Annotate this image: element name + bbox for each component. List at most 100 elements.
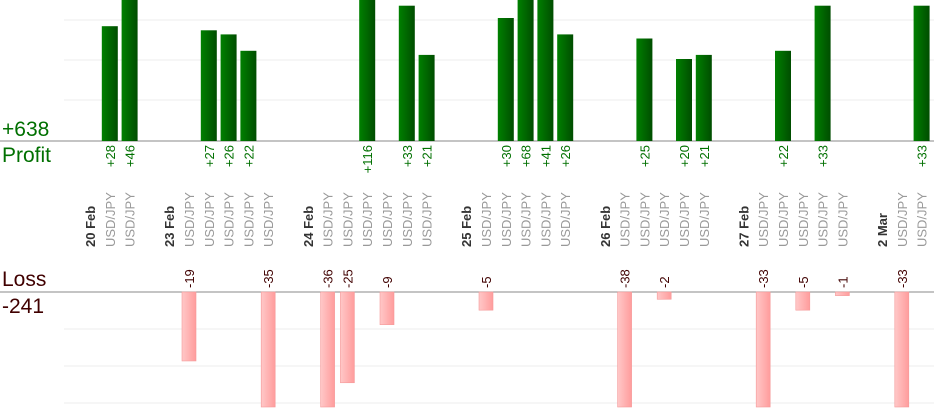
date-label: 20 Feb [83, 206, 98, 247]
symbol-label: USD/JPY [380, 192, 395, 247]
symbol-label: USD/JPY [222, 192, 237, 247]
profit-value-label: +21 [420, 145, 435, 167]
profit-value-label: +22 [241, 145, 256, 167]
symbol-label: USD/JPY [261, 192, 276, 247]
bars [101, 0, 930, 408]
loss-bar [894, 291, 910, 408]
profit-value-label: +30 [499, 145, 514, 167]
symbol-label: USD/JPY [618, 192, 633, 247]
profit-value-label: +26 [222, 145, 237, 167]
date-label: 23 Feb [162, 206, 177, 247]
symbol-label: USD/JPY [420, 192, 435, 247]
profit-bar [220, 34, 237, 141]
profit-bar [359, 0, 376, 141]
profit-bar [398, 5, 415, 142]
symbol-label: USD/JPY [697, 192, 712, 247]
symbol-label: USD/JPY [558, 192, 573, 247]
profit-value-label: +68 [519, 145, 534, 167]
profit-bar [497, 18, 514, 141]
profit-bar [775, 50, 791, 141]
symbol-label: USD/JPY [538, 192, 553, 247]
profit-bar [695, 54, 712, 141]
symbol-label: USD/JPY [519, 192, 534, 247]
loss-value-label: -2 [657, 276, 672, 288]
loss-bar [379, 291, 395, 325]
loss-value-label: -5 [796, 276, 811, 288]
profit-value-label: +21 [697, 145, 712, 167]
symbol-label: USD/JPY [479, 192, 494, 247]
profit-bar [101, 26, 118, 142]
loss-value-label: -38 [618, 269, 633, 288]
loss-bar [755, 291, 771, 408]
loss-bar [181, 291, 197, 362]
loss-value-label: -25 [340, 269, 355, 288]
profit-bar [121, 0, 138, 141]
symbol-label: USD/JPY [835, 192, 850, 247]
date-label: 2 Mar [875, 213, 890, 247]
profit-bar [240, 50, 257, 141]
symbol-label: USD/JPY [182, 192, 197, 247]
profit-label: Profit [2, 144, 52, 167]
profit-bar [517, 0, 534, 141]
profit-bar [537, 0, 554, 141]
loss-label: Loss [2, 268, 47, 291]
profit-value-label: +26 [558, 145, 573, 167]
profit-value-label: +33 [816, 145, 831, 167]
loss-value-label: -33 [756, 269, 771, 288]
profit-bar [913, 5, 930, 142]
loss-bar [656, 291, 672, 300]
profit-bar [200, 30, 217, 141]
profit-value-label: +116 [360, 145, 375, 173]
symbol-label: USD/JPY [756, 192, 771, 247]
symbol-label: USD/JPY [202, 192, 217, 247]
symbol-label: USD/JPY [657, 192, 672, 247]
profit-value-label: +28 [103, 145, 118, 167]
profit-value-label: +41 [538, 145, 553, 167]
symbol-label: USD/JPY [340, 192, 355, 247]
symbol-label: USD/JPY [123, 192, 138, 247]
profit-value-label: +46 [123, 145, 138, 167]
symbol-label: USD/JPY [915, 192, 930, 247]
loss-value-label: -36 [321, 269, 336, 288]
loss-bar [835, 291, 850, 296]
loss-bar [795, 291, 811, 311]
loss-value-label: -5 [479, 276, 494, 288]
loss-bar [478, 291, 494, 311]
loss-value-label: -19 [182, 269, 197, 288]
date-label: 25 Feb [459, 206, 474, 247]
profit-value-label: +33 [400, 145, 415, 167]
symbol-label: USD/JPY [400, 192, 415, 247]
loss-value-label: -9 [380, 276, 395, 288]
loss-bar [320, 291, 335, 408]
loss-value-label: -33 [895, 269, 910, 288]
profit-value-label: +22 [776, 145, 791, 167]
symbol-label: USD/JPY [241, 192, 256, 247]
symbol-label: USD/JPY [776, 192, 791, 247]
symbol-label: USD/JPY [103, 192, 118, 247]
profit-bar [636, 38, 653, 141]
loss-value-label: -35 [261, 269, 276, 288]
symbol-label: USD/JPY [637, 192, 652, 247]
labels: 20 Feb USD/JPY +28 USD/JPY +46 23 Feb USD/JPY -… [83, 145, 930, 288]
date-label: 26 Feb [598, 206, 613, 247]
symbol-label: USD/JPY [677, 192, 692, 247]
loss-bar [340, 291, 355, 384]
profit-bar [557, 34, 574, 141]
symbol-label: USD/JPY [895, 192, 910, 247]
loss-total: -241 [2, 295, 45, 318]
symbol-label: USD/JPY [796, 192, 811, 247]
date-label: 27 Feb [736, 206, 751, 247]
date-label: 24 Feb [301, 206, 316, 247]
profit-value-label: +33 [915, 145, 930, 167]
profit-total: +638 [2, 118, 50, 141]
profit-bar [676, 59, 692, 141]
symbol-label: USD/JPY [499, 192, 514, 247]
profit-bar [814, 5, 831, 142]
profit-value-label: +20 [677, 145, 692, 167]
loss-bar [617, 291, 632, 408]
symbol-label: USD/JPY [360, 192, 375, 247]
symbol-label: USD/JPY [321, 192, 336, 247]
loss-bar [260, 291, 276, 408]
loss-value-label: -1 [835, 276, 850, 288]
